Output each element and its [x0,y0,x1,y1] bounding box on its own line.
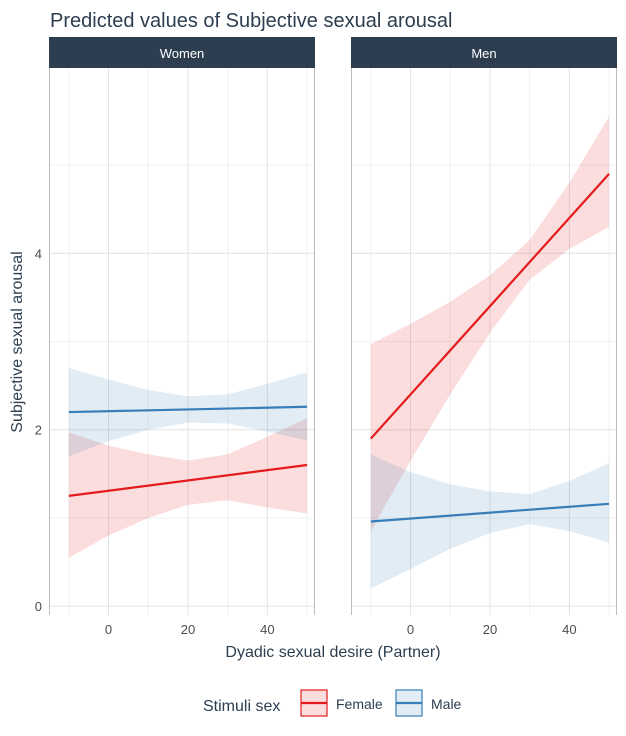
y-tick-label: 2 [35,423,42,438]
x-tick-label: 0 [407,622,414,637]
ci-ribbon-female [68,418,308,558]
y-tick-labels: 0 2 4 [35,246,42,614]
x-tick-label: 40 [562,622,576,637]
x-tick-label: 0 [105,622,112,637]
legend: Stimuli sex Female Male [203,689,462,717]
legend-items: Female Male [300,689,462,717]
ci-ribbon-male [370,454,610,589]
y-tick-label: 0 [35,599,42,614]
panel-men: Men 0 20 40 [351,37,617,637]
x-axis-title: Dyadic sexual desire (Partner) [225,644,440,661]
gridlines [351,68,617,615]
y-tick-label: 4 [35,246,42,261]
legend-title: Stimuli sex [203,698,280,715]
ci-ribbon-male [68,367,308,457]
series-line-female [370,173,610,440]
x-tick-label: 20 [483,622,497,637]
series-line-female [68,463,308,497]
facet-strip [49,37,315,68]
chart-title: Predicted values of Subjective sexual ar… [50,10,452,32]
legend-label-male: Male [431,696,462,712]
panel-women: Women 0 20 40 [49,37,315,637]
ci-ribbon-female [370,116,610,532]
x-tick-label: 20 [181,622,195,637]
series-line-male [68,405,308,414]
facet-label: Men [471,46,496,61]
facet-label: Women [160,46,205,61]
y-axis-title: Subjective sexual arousal [9,251,26,432]
legend-label-female: Female [336,696,383,712]
series-line-male [370,502,610,523]
facet-strip [351,37,617,68]
x-tick-label: 40 [260,622,274,637]
gridlines [49,68,315,615]
